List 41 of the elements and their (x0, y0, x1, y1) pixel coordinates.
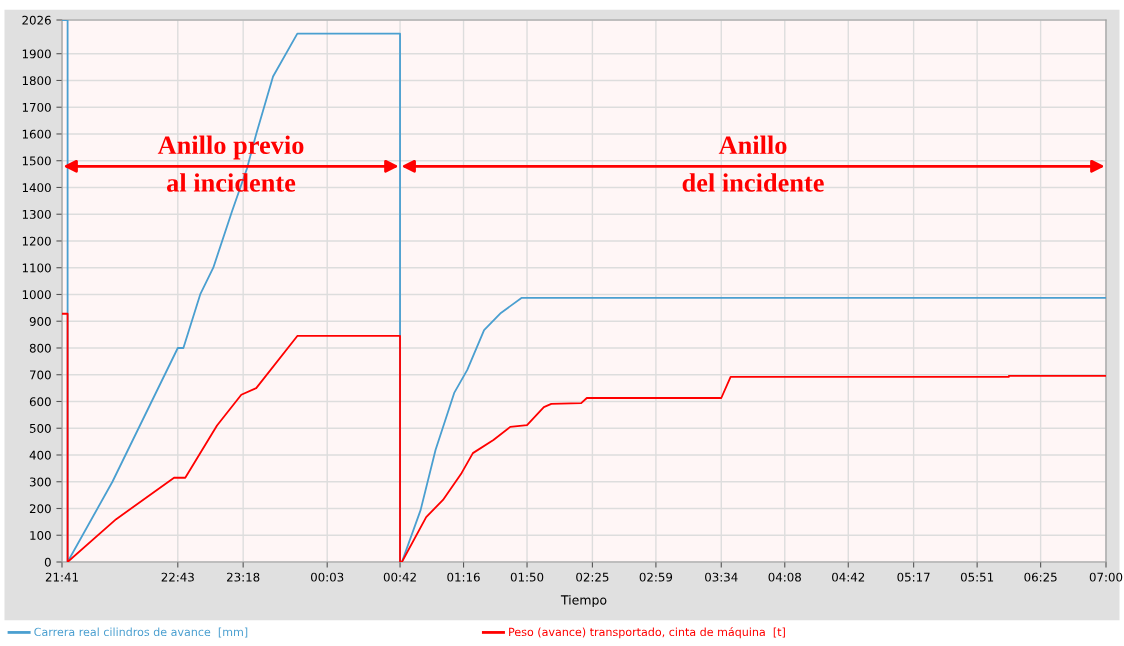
y-tick-label: 1800 (22, 76, 51, 86)
y-tick-label: 0 (44, 557, 51, 567)
y-tick-label: 1100 (22, 263, 51, 273)
x-tick-label: 03:34 (705, 572, 738, 582)
y-tick-label: 1700 (22, 102, 51, 112)
y-tick-label: 1900 (22, 49, 51, 59)
y-tick-label: 200 (29, 504, 51, 514)
y-tick-label: 500 (29, 423, 51, 433)
x-tick-label: 00:42 (383, 572, 416, 582)
y-tick-label: 400 (29, 450, 51, 460)
x-tick-label: 21:41 (45, 572, 78, 582)
x-tick-label: 04:08 (768, 572, 801, 582)
y-tick-label: 1500 (22, 156, 51, 166)
x-tick-label: 04:42 (832, 572, 865, 582)
y-tick-label: 600 (29, 397, 51, 407)
x-tick-label: 23:18 (227, 572, 260, 582)
x-tick-label: 05:51 (960, 572, 994, 582)
legend-label: Peso (avance) transportado, cinta de máquina [t] (509, 627, 785, 639)
x-tick-label: 22:43 (161, 572, 194, 582)
legend-label: Carrera real cilindros de avance [mm] (34, 627, 248, 638)
x-tick-label: 05:17 (897, 572, 930, 582)
y-tick-label: 1300 (22, 209, 51, 219)
x-tick-label: 06:25 (1024, 572, 1057, 582)
x-tick-label: 01:16 (447, 572, 480, 582)
x-axis-title: Tiempo (560, 594, 607, 608)
y-tick-label: 1400 (22, 183, 51, 193)
y-tick-label: 700 (30, 370, 51, 380)
y-tick-label: 1000 (22, 290, 51, 300)
x-tick-label: 07:00 (1089, 572, 1123, 582)
y-tick-label: 100 (30, 530, 51, 540)
x-tick-label: 00:03 (310, 572, 344, 582)
y-tick-label: 2026 (22, 15, 51, 25)
x-tick-label: 02:59 (639, 572, 673, 582)
y-tick-label: 300 (29, 477, 51, 487)
y-tick-label: 1200 (22, 236, 51, 246)
x-tick-label: 02:25 (576, 572, 609, 582)
y-tick-label: 900 (29, 316, 51, 326)
y-tick-label: 1600 (22, 129, 51, 139)
y-tick-label: 800 (29, 343, 51, 353)
band-label: Anillo del incidente (682, 135, 824, 192)
x-tick-label: 01:50 (510, 572, 544, 582)
